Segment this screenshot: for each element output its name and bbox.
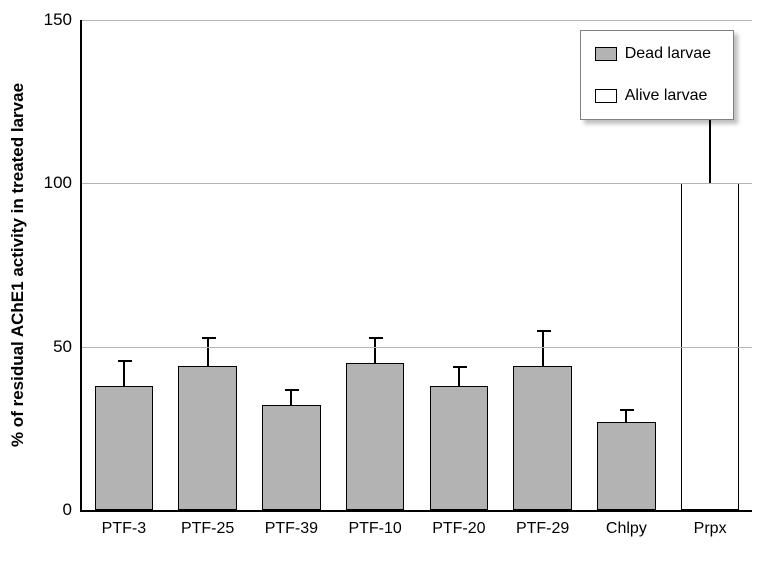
error-bar — [374, 338, 376, 364]
x-tick-label: PTF-39 — [265, 510, 318, 538]
x-tick-label: PTF-3 — [102, 510, 146, 538]
x-tick-label: PTF-10 — [348, 510, 401, 538]
bar-dead — [430, 386, 489, 510]
plot-area: Dead larvae Alive larvae 050100150PTF-3P… — [80, 20, 752, 512]
x-tick-label: Chlpy — [606, 510, 647, 538]
y-tick-label: 0 — [63, 500, 82, 520]
legend-swatch-dead — [595, 47, 617, 61]
bar-dead — [346, 363, 405, 510]
x-tick-label: PTF-29 — [516, 510, 569, 538]
x-tick-label: PTF-25 — [181, 510, 234, 538]
bar-dead — [178, 366, 237, 510]
error-bar — [709, 119, 711, 184]
gridline — [82, 183, 752, 184]
gridline — [82, 347, 752, 348]
error-bar — [542, 331, 544, 367]
x-tick-label: PTF-20 — [432, 510, 485, 538]
error-bar — [625, 410, 627, 423]
legend-label-alive: Alive larvae — [625, 87, 708, 105]
gridline — [82, 20, 752, 21]
legend-item-alive: Alive larvae — [595, 87, 711, 105]
x-tick-label: Prpx — [694, 510, 727, 538]
error-bar — [290, 390, 292, 406]
legend-label-dead: Dead larvae — [625, 45, 711, 63]
error-bar — [207, 338, 209, 367]
error-bar — [458, 367, 460, 387]
legend-item-dead: Dead larvae — [595, 45, 711, 63]
error-bar — [123, 361, 125, 387]
y-axis-title: % of residual AChE1 activity in treated … — [8, 83, 28, 447]
y-tick-label: 100 — [44, 173, 82, 193]
legend-swatch-alive — [595, 89, 617, 103]
legend: Dead larvae Alive larvae — [580, 30, 734, 120]
bar-dead — [95, 386, 154, 510]
bar-chart-figure: % of residual AChE1 activity in treated … — [0, 0, 775, 573]
bar-dead — [513, 366, 572, 510]
bar-dead — [262, 405, 321, 510]
y-tick-label: 150 — [44, 10, 82, 30]
bar-dead — [597, 422, 656, 510]
y-tick-label: 50 — [53, 337, 82, 357]
